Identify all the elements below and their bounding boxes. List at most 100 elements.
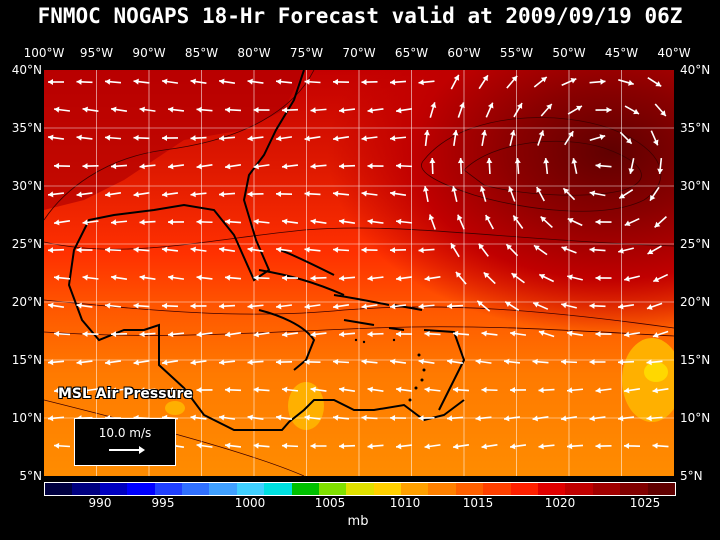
- wind-arrow: [104, 78, 122, 85]
- wind-arrow: [53, 387, 71, 394]
- wind-arrow: [654, 103, 667, 117]
- wind-arrow: [424, 386, 441, 393]
- wind-arrow: [389, 79, 407, 86]
- wind-arrow: [395, 386, 413, 393]
- color-bar-swatch: [45, 483, 73, 495]
- wind-arrow: [275, 135, 293, 142]
- wind-arrow: [395, 275, 413, 282]
- wind-arrow: [281, 218, 299, 225]
- wind-arrow: [190, 78, 207, 85]
- longitude-label: 70°W: [342, 46, 376, 60]
- wind-arrow: [367, 443, 384, 450]
- wind-arrow: [247, 303, 264, 310]
- wind-arrow: [624, 105, 640, 115]
- wind-arrow: [281, 107, 299, 114]
- wind-arrow: [452, 386, 470, 393]
- wind-arrow: [532, 415, 549, 422]
- wind-arrow: [484, 214, 495, 230]
- wind-arrow: [418, 79, 435, 86]
- wind-arrow: [564, 130, 574, 146]
- wind-arrow: [281, 442, 299, 449]
- wind-arrow: [281, 163, 299, 170]
- color-bar-swatch: [72, 483, 100, 495]
- wind-arrow: [537, 130, 545, 146]
- wind-arrow: [619, 131, 633, 145]
- wind-arrow: [560, 358, 578, 365]
- wind-arrow: [47, 359, 65, 366]
- wind-arrow: [647, 245, 662, 255]
- wind-arrow: [275, 359, 293, 366]
- wind-arrow: [504, 301, 520, 311]
- wind-arrow: [652, 387, 669, 394]
- wind-arrow: [218, 191, 236, 198]
- wind-arrow: [361, 414, 378, 421]
- latitude-label-right: 30°N: [680, 179, 711, 193]
- wind-arrow: [478, 243, 489, 257]
- latitude-label-right: 25°N: [680, 237, 711, 251]
- wind-arrow: [429, 102, 437, 118]
- wind-arrow: [224, 274, 242, 281]
- wind-arrow: [310, 107, 327, 114]
- nw-high-region: [44, 70, 304, 210]
- wind-arrow: [110, 274, 128, 281]
- wind-arrow: [53, 106, 71, 113]
- wind-arrow: [566, 443, 584, 450]
- wind-arrow: [503, 415, 521, 422]
- wind-arrow: [275, 78, 293, 85]
- wind-arrow: [543, 157, 550, 175]
- latitude-label-left: 30°N: [11, 179, 42, 193]
- wind-arrow: [304, 78, 321, 85]
- wind-arrow: [338, 218, 356, 225]
- wind-arrow: [617, 303, 635, 310]
- wind-arrow: [76, 191, 93, 198]
- wind-arrow: [224, 163, 242, 170]
- wind-arrow: [247, 135, 264, 142]
- latitude-label-left: 5°N: [19, 469, 42, 483]
- wind-arrow: [424, 275, 441, 282]
- wind-arrow: [224, 386, 242, 393]
- yellow-low-central: [288, 382, 324, 430]
- wind-arrow: [196, 331, 213, 338]
- wind-arrow: [589, 246, 606, 253]
- wind-arrow: [361, 190, 378, 197]
- wind-arrow: [332, 303, 350, 310]
- wind-arrow: [446, 415, 464, 422]
- wind-arrow: [395, 330, 413, 337]
- wind-arrow: [167, 106, 185, 113]
- color-bar-label: 1005: [314, 496, 346, 510]
- wind-arrow: [218, 78, 236, 85]
- wind-arrow: [657, 157, 664, 175]
- wind-arrow: [82, 387, 99, 394]
- wind-arrow: [253, 163, 270, 170]
- wind-arrow: [646, 415, 663, 422]
- wind-arrow: [595, 387, 612, 394]
- longitude-labels-top: 100°W 95°W 90°W 85°W 80°W 75°W 70°W 65°W 60°W 55°…: [0, 46, 720, 64]
- wind-arrow: [253, 274, 270, 281]
- wind-arrow: [618, 247, 634, 254]
- color-bar-swatch: [154, 483, 182, 495]
- wind-arrow: [532, 302, 549, 310]
- latitude-label-right: 20°N: [680, 295, 711, 309]
- wind-arrow: [76, 246, 93, 253]
- wind-arrow: [196, 106, 213, 113]
- wind-arrow: [82, 219, 99, 226]
- wind-arrow: [628, 158, 635, 174]
- wind-arrow: [161, 246, 179, 253]
- wind-arrow: [361, 79, 378, 86]
- wind-arrow: [253, 386, 270, 393]
- color-bar: [44, 482, 676, 496]
- wind-arrow: [476, 300, 491, 312]
- wind-arrow: [623, 331, 641, 338]
- wind-arrow: [332, 246, 350, 253]
- wind-arrow: [167, 274, 185, 281]
- wind-arrow: [538, 330, 555, 338]
- wind-arrow: [190, 414, 207, 421]
- wind-arrow: [450, 242, 460, 258]
- wind-arrow: [82, 330, 99, 337]
- wind-arrow: [161, 135, 179, 142]
- wind-arrow: [446, 303, 464, 310]
- color-bar-swatch: [318, 483, 347, 495]
- wind-arrow: [253, 106, 270, 113]
- wind-arrow: [589, 134, 606, 142]
- wind-arrow: [139, 387, 156, 394]
